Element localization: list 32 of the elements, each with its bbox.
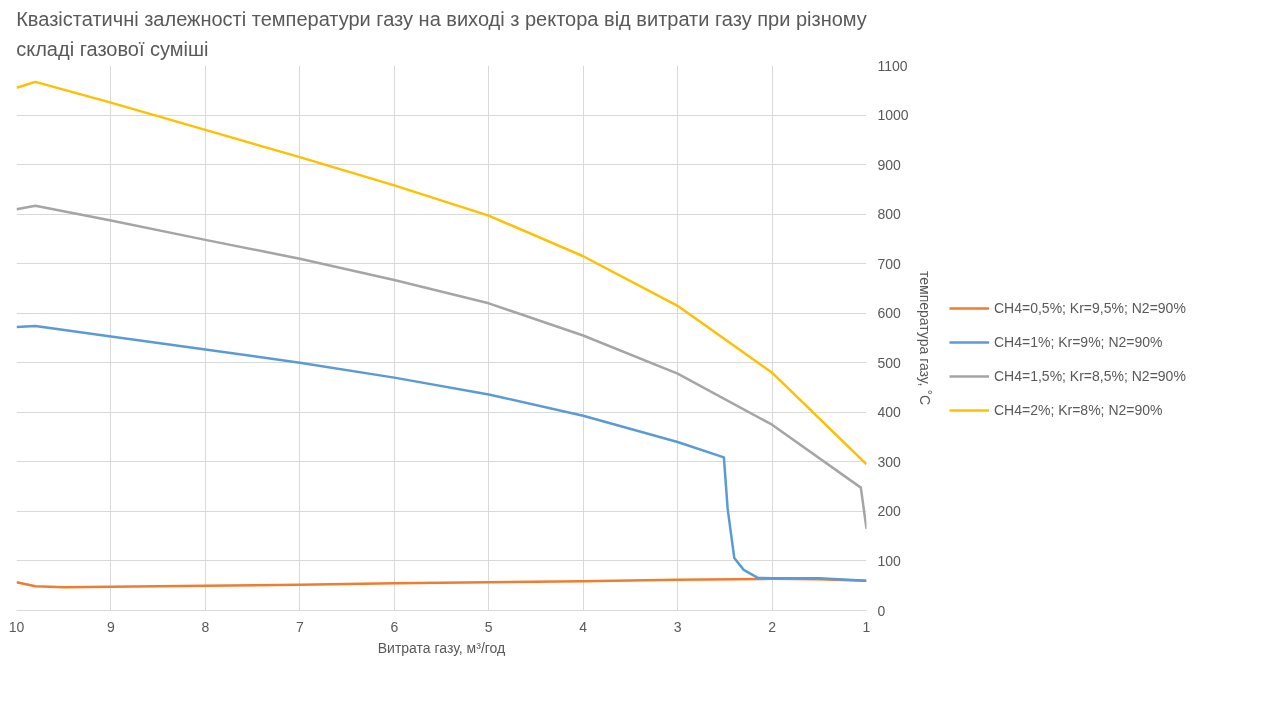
y-tick-label: 200	[877, 503, 902, 520]
legend-label: CH4=1%; Kr=9%; N2=90%	[994, 333, 1163, 350]
y-tick-label: 100	[877, 552, 902, 569]
x-tick-label: 2	[768, 618, 777, 635]
y-tick-label: 1000	[877, 107, 909, 124]
y-tick-label: 500	[877, 354, 902, 371]
chart-title: Квазістатичні залежності температури газу на виході з ректора від витрати газу при різному складі газової суміші	[16, 7, 867, 61]
y-axis-title: температура газу, ˚С	[916, 270, 933, 406]
y-tick-label: 900	[877, 156, 902, 173]
legend-label: CH4=1,5%; Kr=8,5%; N2=90%	[994, 367, 1186, 384]
line-series	[16, 324, 867, 583]
legend-label: CH4=2%; Kr=8%; N2=90%	[994, 401, 1163, 418]
x-axis-title: Витрата газу, м³/год	[377, 639, 506, 656]
y-tick-label: 700	[877, 255, 902, 272]
y-tick-label: 1100	[877, 57, 908, 74]
x-tick-label: 5	[484, 618, 493, 635]
y-tick-label: 600	[877, 305, 902, 322]
y-tick-label: 800	[877, 206, 902, 223]
line-series	[16, 80, 867, 466]
legend-label: CH4=0,5%; Kr=9,5%; N2=90%	[994, 299, 1186, 316]
x-tick-label: 6	[390, 618, 399, 635]
x-tick-label: 3	[673, 618, 682, 635]
x-tick-label: 10	[8, 618, 25, 635]
y-tick-label: 400	[877, 404, 902, 421]
x-tick-label: 8	[201, 618, 210, 635]
x-tick-label: 1	[862, 618, 871, 635]
x-tick-label: 7	[295, 618, 304, 635]
y-tick-label: 0	[877, 602, 886, 619]
x-tick-label: 4	[579, 618, 588, 635]
line-series	[16, 204, 867, 530]
x-tick-label: 9	[107, 618, 116, 635]
y-tick-label: 300	[877, 453, 902, 470]
